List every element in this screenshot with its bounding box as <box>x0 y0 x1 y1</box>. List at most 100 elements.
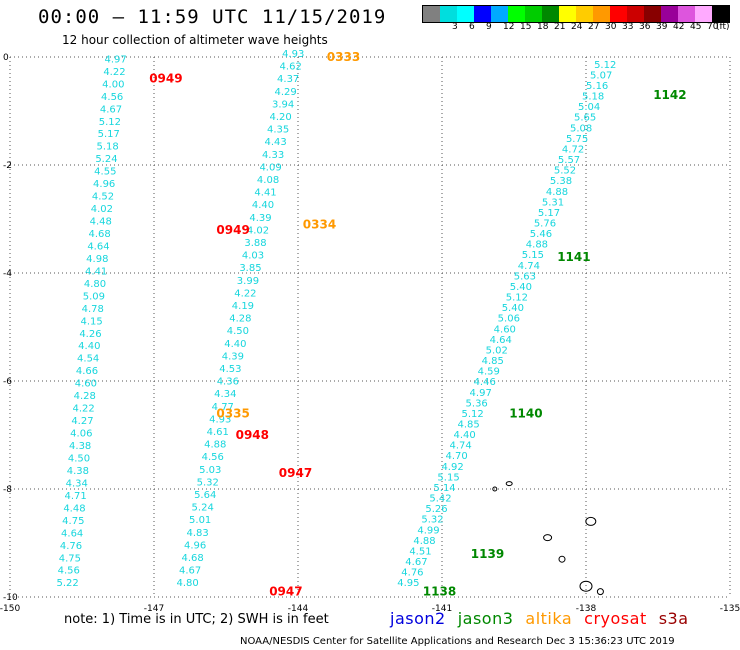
swh-value-label: 4.96 <box>93 179 115 190</box>
swh-value-label: 4.68 <box>181 553 203 564</box>
swh-value-label: 5.75 <box>566 134 588 145</box>
swh-value-label: 4.00 <box>102 79 124 90</box>
swh-value-label: 4.28 <box>74 391 96 402</box>
swh-value-label: 4.39 <box>249 213 271 224</box>
legend-label: 33 <box>622 22 634 32</box>
pass-time-label: 1141 <box>557 250 590 264</box>
swh-value-label: 4.40 <box>224 339 246 350</box>
swh-value-label: 4.09 <box>259 162 281 173</box>
pass-time-label: 1142 <box>653 88 686 102</box>
swh-value-label: 4.02 <box>91 204 113 215</box>
legend-label: 30 <box>605 22 617 32</box>
legend-swatch <box>508 6 525 22</box>
legend-swatch <box>593 6 610 22</box>
footer-credit: NOAA/NESDIS Center for Satellite Applica… <box>240 636 675 647</box>
swh-value-label: 4.20 <box>269 112 291 123</box>
swh-value-label: 5.52 <box>554 166 576 177</box>
swh-value-label: 4.22 <box>234 288 256 299</box>
swh-value-label: 4.68 <box>88 229 110 240</box>
swh-value-label: 5.09 <box>83 291 105 302</box>
swh-value-label: 4.15 <box>80 316 102 327</box>
swh-value-label: 5.24 <box>95 154 117 165</box>
swh-value-label: 4.22 <box>72 404 94 415</box>
swh-value-label: 4.75 <box>62 516 84 527</box>
swh-value-label: 4.38 <box>69 441 91 452</box>
swh-value-label: 5.38 <box>550 176 572 187</box>
lat-tick-label: 0 <box>3 53 9 63</box>
legend-unit: (ft) <box>716 22 730 32</box>
footer-note: note: 1) Time is in UTC; 2) SWH is in fe… <box>64 612 329 627</box>
pass-time-label: 0333 <box>327 50 360 64</box>
swh-value-label: 4.99 <box>417 525 439 536</box>
swh-value-label: 4.43 <box>264 137 286 148</box>
pass-time-label: 0335 <box>216 406 249 420</box>
satellite-legend-jason3: jason3 <box>457 609 514 628</box>
swh-value-label: 5.08 <box>570 123 592 134</box>
island-outline <box>579 580 593 592</box>
swh-value-label: 4.88 <box>546 187 568 198</box>
swh-value-label: 4.97 <box>470 388 492 399</box>
swh-value-label: 5.12 <box>594 60 616 71</box>
swh-value-label: 5.31 <box>542 197 564 208</box>
swh-value-label: 5.18 <box>96 142 118 153</box>
swh-value-label: 5.22 <box>56 578 78 589</box>
swh-value-label: 4.95 <box>397 578 419 589</box>
lon-tick-label: -141 <box>432 604 452 614</box>
swh-value-label: 5.06 <box>498 314 520 325</box>
swh-value-label: 4.41 <box>85 266 107 277</box>
swh-value-label: 5.26 <box>425 504 447 515</box>
swh-value-label: 5.57 <box>558 155 580 166</box>
lon-tick-label: -147 <box>144 604 164 614</box>
legend-swatch <box>695 6 712 22</box>
page-title: 00:00 – 11:59 UTC 11/15/2019 <box>38 6 387 28</box>
swh-value-label: 4.60 <box>75 379 97 390</box>
swh-value-label: 5.04 <box>578 102 600 113</box>
swh-value-label: 4.03 <box>242 251 264 262</box>
pass-time-label: 0334 <box>303 217 336 231</box>
swh-value-label: 5.12 <box>506 293 528 304</box>
legend-swatch <box>457 6 474 22</box>
swh-value-label: 4.98 <box>86 254 108 265</box>
island-outline <box>558 555 566 563</box>
swh-value-label: 4.71 <box>64 491 86 502</box>
swh-value-label: 4.33 <box>262 150 284 161</box>
swh-value-label: 4.51 <box>409 546 431 557</box>
legend-swatch <box>440 6 457 22</box>
island-outline <box>505 481 513 487</box>
pass-time-label: 1139 <box>471 547 504 561</box>
swh-value-label: 4.40 <box>252 200 274 211</box>
legend-label: 24 <box>571 22 583 32</box>
swh-value-label: 4.74 <box>518 261 540 272</box>
swh-value-label: 4.80 <box>84 279 106 290</box>
legend-label: 12 <box>503 22 515 32</box>
swh-value-label: 5.03 <box>199 465 221 476</box>
swh-value-label: 4.85 <box>458 420 480 431</box>
lon-tick-label: -135 <box>720 604 740 614</box>
swh-value-label: 4.60 <box>494 324 516 335</box>
swh-value-label: 4.26 <box>79 329 101 340</box>
legend-swatch <box>576 6 593 22</box>
lon-tick-label: -144 <box>288 604 309 614</box>
swh-value-label: 5.07 <box>590 70 612 81</box>
swh-value-label: 5.14 <box>433 483 455 494</box>
legend-swatch <box>610 6 627 22</box>
swh-value-label: 4.53 <box>219 364 241 375</box>
legend-label: 42 <box>673 22 685 32</box>
swh-value-label: 4.76 <box>401 568 423 579</box>
swh-value-label: 4.92 <box>441 462 463 473</box>
swh-value-label: 4.50 <box>227 326 249 337</box>
swh-value-label: 5.42 <box>429 494 451 505</box>
swh-value-label: 4.93 <box>209 414 231 425</box>
swh-value-label: 4.76 <box>60 541 82 552</box>
lon-tick-label: -138 <box>576 604 597 614</box>
pass-time-label: 1138 <box>423 585 456 599</box>
satellite-legend-altika: altika <box>525 609 573 628</box>
island-outline <box>492 486 498 492</box>
swh-value-label: 4.74 <box>449 441 471 452</box>
page-subtitle: 12 hour collection of altimeter wave hei… <box>62 33 328 47</box>
satellite-legend-s3a: s3a <box>658 609 689 628</box>
island-outline <box>585 516 597 526</box>
swh-value-label: 5.40 <box>502 303 524 314</box>
swh-value-label: 4.50 <box>68 453 90 464</box>
